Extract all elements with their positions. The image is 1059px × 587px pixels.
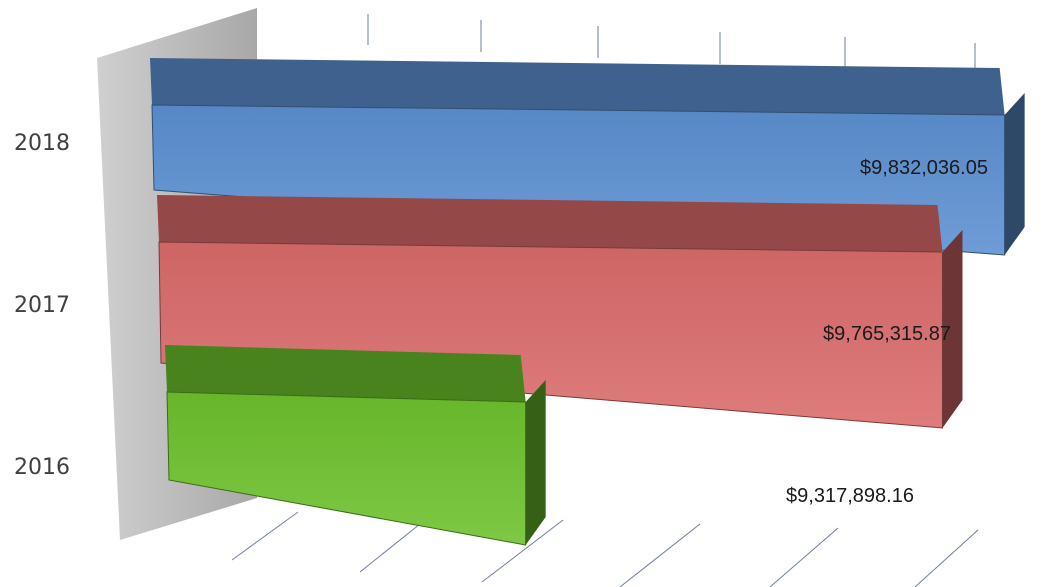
bar-side-face-2018 [1004,93,1025,255]
bar-top-face-2017 [157,195,943,252]
bar-side-face-2016 [525,380,546,545]
top-gridlines [367,14,976,76]
bar-2016 [165,345,546,546]
bar-top-face-2016 [165,345,526,402]
bar-top-face-2018 [150,58,1005,115]
data-label-2017: $9,765,315.87 [823,323,951,345]
category-label-2016: 2016 [14,455,70,480]
bar-2017 [157,195,963,429]
category-label-2017: 2017 [14,293,70,318]
bar-front-face-2016 [166,391,527,546]
category-label-2018: 2018 [14,131,70,156]
floor-gridlines [231,511,979,587]
data-label-2018: $9,832,036.05 [860,157,988,179]
data-label-2016: $9,317,898.16 [786,485,914,507]
bar-side-face-2017 [942,230,963,428]
